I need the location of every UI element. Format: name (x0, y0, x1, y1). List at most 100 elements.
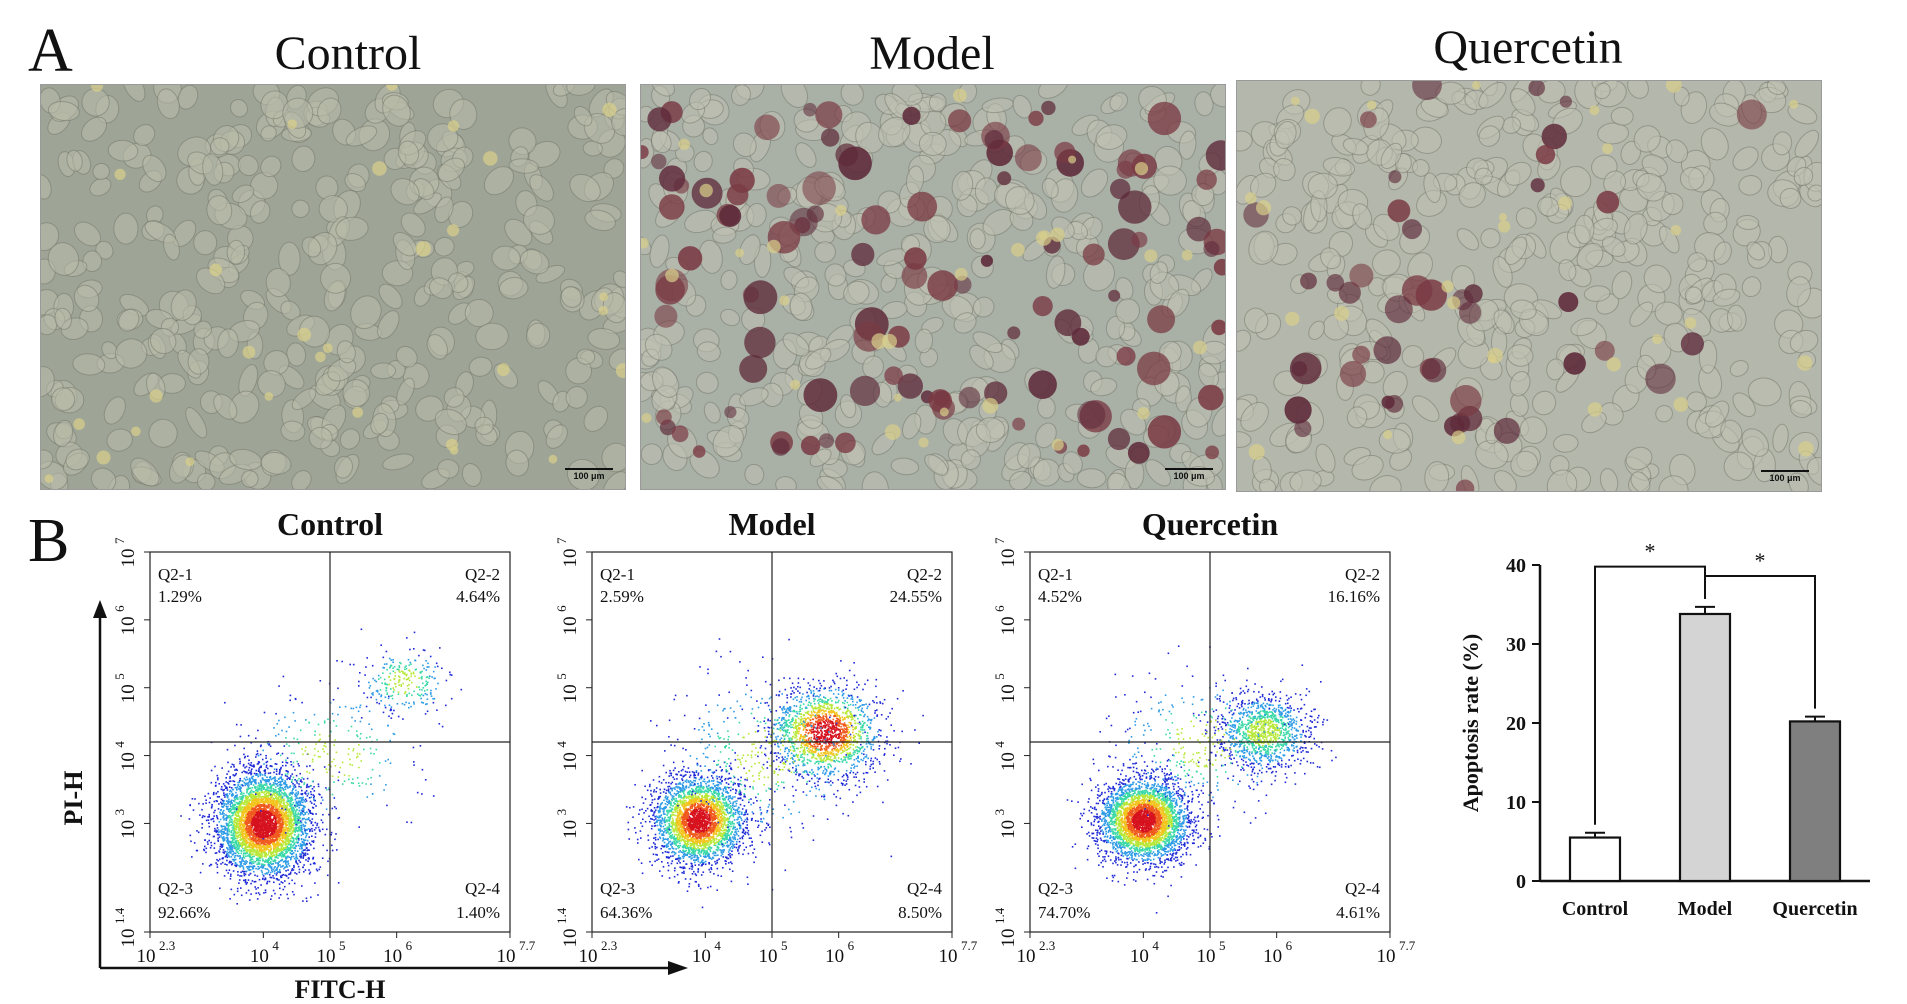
event-dot (295, 774, 298, 777)
event-dot (243, 872, 245, 875)
event-dot (255, 778, 257, 781)
event-dot (222, 783, 225, 785)
cell (370, 362, 397, 380)
event-dot (265, 800, 268, 802)
bright-cell (1068, 155, 1077, 164)
scale-bar: 100 μm (1165, 468, 1213, 481)
event-dot (285, 801, 288, 804)
event-dot (275, 836, 277, 838)
event-dot (256, 840, 258, 842)
event-dot (300, 804, 303, 806)
event-dot (199, 814, 201, 816)
event-dot (257, 790, 259, 792)
event-dot (245, 860, 247, 862)
event-dot (288, 865, 291, 867)
event-dot (249, 818, 251, 820)
event-dot (259, 859, 261, 862)
cell (1790, 399, 1813, 419)
event-dot (296, 822, 299, 824)
event-dot (217, 777, 219, 779)
stained-cell (1284, 396, 1312, 424)
event-dot (266, 836, 268, 838)
cell (1736, 214, 1760, 231)
event-dot (286, 836, 289, 839)
event-dot (304, 818, 307, 821)
event-dot (258, 788, 260, 790)
cell (1360, 81, 1381, 96)
event-dot (300, 813, 302, 815)
event-dot (268, 846, 271, 849)
event-dot (283, 782, 285, 784)
cell (1574, 214, 1595, 245)
event-dot (223, 838, 226, 840)
event-dot (238, 849, 241, 852)
event-dot (281, 859, 284, 861)
event-dot (285, 816, 287, 818)
event-dot (260, 766, 262, 769)
event-dot (300, 824, 303, 827)
stained-cell (948, 109, 972, 133)
stained-cell (719, 204, 742, 227)
event-dot (212, 793, 215, 796)
event-dot (265, 861, 268, 863)
event-dot (263, 892, 265, 894)
event-dot (237, 871, 239, 873)
stained-cell (1196, 169, 1217, 190)
event-dot (247, 829, 249, 831)
event-dot (311, 835, 313, 837)
event-dot (225, 781, 227, 783)
event-dot (276, 805, 278, 807)
event-dot (268, 862, 270, 864)
event-dot (264, 802, 266, 804)
event-dot (275, 763, 278, 765)
event-dot (230, 766, 232, 768)
event-dot (270, 836, 272, 838)
event-dot (292, 841, 294, 843)
bright-cell (91, 85, 103, 92)
event-dot (253, 772, 256, 775)
event-dot (277, 799, 280, 802)
event-dot (254, 844, 256, 846)
event-dot (230, 808, 233, 811)
event-dot (248, 801, 250, 803)
event-dot (284, 806, 287, 808)
event-dot (248, 777, 251, 780)
event-dot (300, 800, 302, 803)
event-dot (235, 798, 237, 801)
event-dot (295, 855, 298, 857)
event-dot (293, 809, 296, 811)
event-dot (268, 743, 271, 745)
event-dot (264, 799, 267, 802)
event-dot (302, 823, 305, 826)
event-dot (261, 758, 264, 761)
event-dot (275, 797, 277, 799)
cell (177, 85, 199, 110)
event-dot (299, 780, 302, 783)
cell (1686, 391, 1707, 412)
cell (390, 178, 420, 206)
event-dot (230, 841, 232, 843)
event-dot (298, 859, 300, 862)
stained-cell (1459, 301, 1482, 324)
event-dot (219, 845, 222, 848)
event-dot (269, 775, 272, 778)
cell (505, 449, 530, 477)
event-dot (293, 847, 295, 849)
stained-cell (1211, 319, 1225, 336)
event-dot (275, 874, 278, 876)
cell (1109, 92, 1128, 112)
bright-cell (982, 397, 999, 414)
cell (1684, 286, 1703, 304)
event-dot (229, 819, 231, 822)
event-dot (278, 771, 281, 773)
cell (712, 425, 744, 458)
event-dot (281, 773, 283, 776)
event-dot (324, 833, 327, 836)
event-dot (231, 802, 233, 804)
event-dot (215, 800, 218, 802)
event-dot (229, 780, 232, 782)
stained-cell (1014, 144, 1042, 172)
event-dot (308, 842, 311, 845)
event-dot (308, 836, 310, 838)
event-dot (273, 840, 275, 842)
